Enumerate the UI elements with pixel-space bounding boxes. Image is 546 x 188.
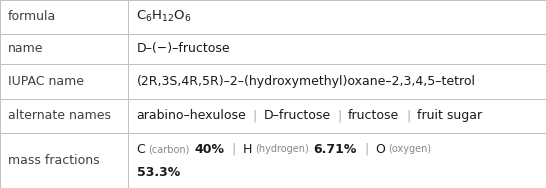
Text: |: | <box>364 143 368 156</box>
Text: |: | <box>253 109 257 122</box>
Text: IUPAC name: IUPAC name <box>8 75 84 88</box>
Text: 53.3%: 53.3% <box>136 166 180 179</box>
Text: fruit sugar: fruit sugar <box>417 109 482 122</box>
Text: H: H <box>243 143 252 156</box>
Text: C: C <box>136 143 145 156</box>
Text: |: | <box>337 109 342 122</box>
Text: D–fructose: D–fructose <box>264 109 331 122</box>
Text: O: O <box>375 143 385 156</box>
Text: (oxygen): (oxygen) <box>388 144 431 154</box>
Text: |: | <box>232 143 236 156</box>
Text: $\mathregular{C_6H_{12}O_6}$: $\mathregular{C_6H_{12}O_6}$ <box>136 9 192 24</box>
Text: formula: formula <box>8 10 56 24</box>
Text: (hydrogen): (hydrogen) <box>256 144 309 154</box>
Text: D–(−)–fructose: D–(−)–fructose <box>136 42 230 55</box>
Text: 40%: 40% <box>194 143 224 156</box>
Text: (2R,3S,4R,5R)–2–(hydroxymethyl)oxane–2,3,4,5–tetrol: (2R,3S,4R,5R)–2–(hydroxymethyl)oxane–2,3… <box>136 75 476 88</box>
Text: |: | <box>406 109 410 122</box>
Text: name: name <box>8 42 44 55</box>
Text: fructose: fructose <box>348 109 399 122</box>
Text: alternate names: alternate names <box>8 109 111 122</box>
Text: arabino–hexulose: arabino–hexulose <box>136 109 246 122</box>
Text: (carbon): (carbon) <box>149 144 190 154</box>
Text: 6.71%: 6.71% <box>313 143 357 156</box>
Text: mass fractions: mass fractions <box>8 154 100 167</box>
